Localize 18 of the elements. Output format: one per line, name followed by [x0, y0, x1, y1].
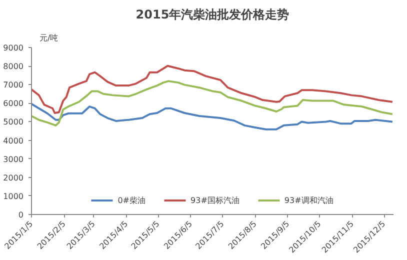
- y-axis-title: 元/吨: [40, 34, 58, 42]
- legend-label: 93#国标汽油: [190, 194, 240, 206]
- legend-label: 93#调和汽油: [284, 194, 334, 206]
- line-series: [32, 64, 394, 114]
- y-tick-label: 7000: [3, 80, 24, 90]
- chart-title: 2015年汽柴油批发价格走势: [136, 8, 290, 22]
- legend-label: 0#柴油: [118, 194, 146, 206]
- y-tick-label: 8000: [3, 62, 24, 72]
- line-series: [32, 102, 394, 130]
- y-tick-label: 3000: [3, 154, 24, 164]
- y-tick-label: 9000: [3, 44, 24, 52]
- y-tick-label: 6000: [3, 99, 24, 108]
- y-tick-label: 4000: [3, 136, 24, 146]
- y-tick-label: 1000: [3, 192, 24, 201]
- y-tick-label: 5000: [3, 118, 24, 127]
- y-tick-label: 0: [18, 210, 24, 220]
- line-series: [32, 80, 394, 126]
- y-tick-label: 2000: [3, 173, 24, 182]
